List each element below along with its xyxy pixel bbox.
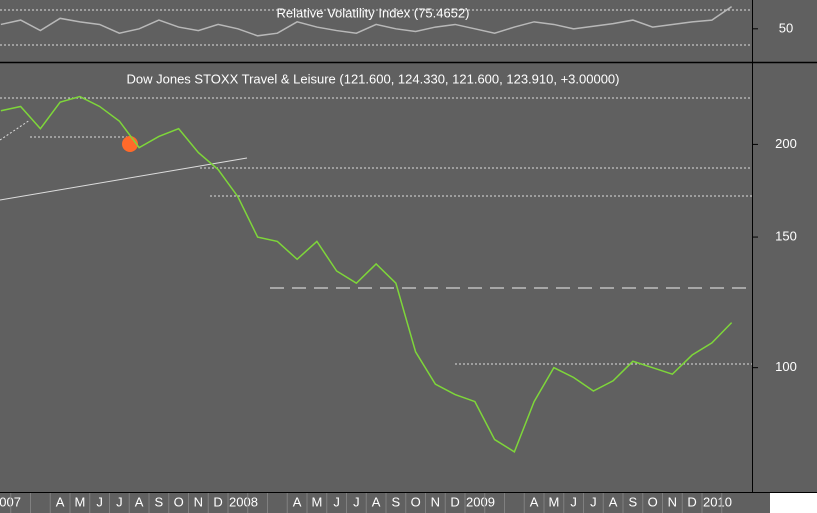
x-tick-label: O — [174, 494, 184, 509]
chart-title: Dow Jones STOXX Travel & Leisure (121.60… — [126, 71, 619, 86]
x-tick-label: M — [74, 494, 85, 509]
x-tick-label: A — [135, 494, 144, 509]
x-tick-label: S — [392, 494, 401, 509]
x-tick-label: M — [548, 494, 559, 509]
x-tick-label: O — [648, 494, 658, 509]
line — [0, 5, 733, 37]
rvi-title: Relative Volatility Index (75.4652) — [277, 5, 470, 20]
x-tick-label: N — [431, 494, 440, 509]
x-tick-label: 2009 — [466, 494, 495, 509]
x-tick-label: D — [450, 494, 459, 509]
x-tick-label: J — [590, 494, 597, 509]
line — [0, 95, 733, 453]
x-tick-label: D — [687, 494, 696, 509]
x-tick-label: N — [194, 494, 203, 509]
x-tick-label: A — [293, 494, 302, 509]
x-tick-label: S — [155, 494, 164, 509]
x-tick-label: A — [56, 494, 65, 509]
x-tick-label: D — [213, 494, 222, 509]
x-tick-label: J — [570, 494, 577, 509]
x-tick-label: M — [311, 494, 322, 509]
trend-line — [0, 157, 248, 201]
y-tick-label: 150 — [775, 228, 797, 243]
x-tick-label: A — [609, 494, 618, 509]
x-tick-label: O — [411, 494, 421, 509]
x-tick-label: J — [96, 494, 103, 509]
x-tick-label: 2008 — [229, 494, 258, 509]
y-tick-label: 200 — [775, 136, 797, 151]
y-tick-label: 50 — [779, 20, 793, 35]
x-tick-label: S — [629, 494, 638, 509]
x-tick-label: 2010 — [703, 494, 732, 509]
x-tick-label: J — [353, 494, 360, 509]
y-tick-label: 100 — [775, 359, 797, 374]
x-tick-label: J — [333, 494, 340, 509]
x-tick-label: A — [530, 494, 539, 509]
x-tick-label: N — [668, 494, 677, 509]
corner-box — [770, 493, 817, 513]
x-tick-label: J — [116, 494, 123, 509]
x-tick-label: A — [372, 494, 381, 509]
